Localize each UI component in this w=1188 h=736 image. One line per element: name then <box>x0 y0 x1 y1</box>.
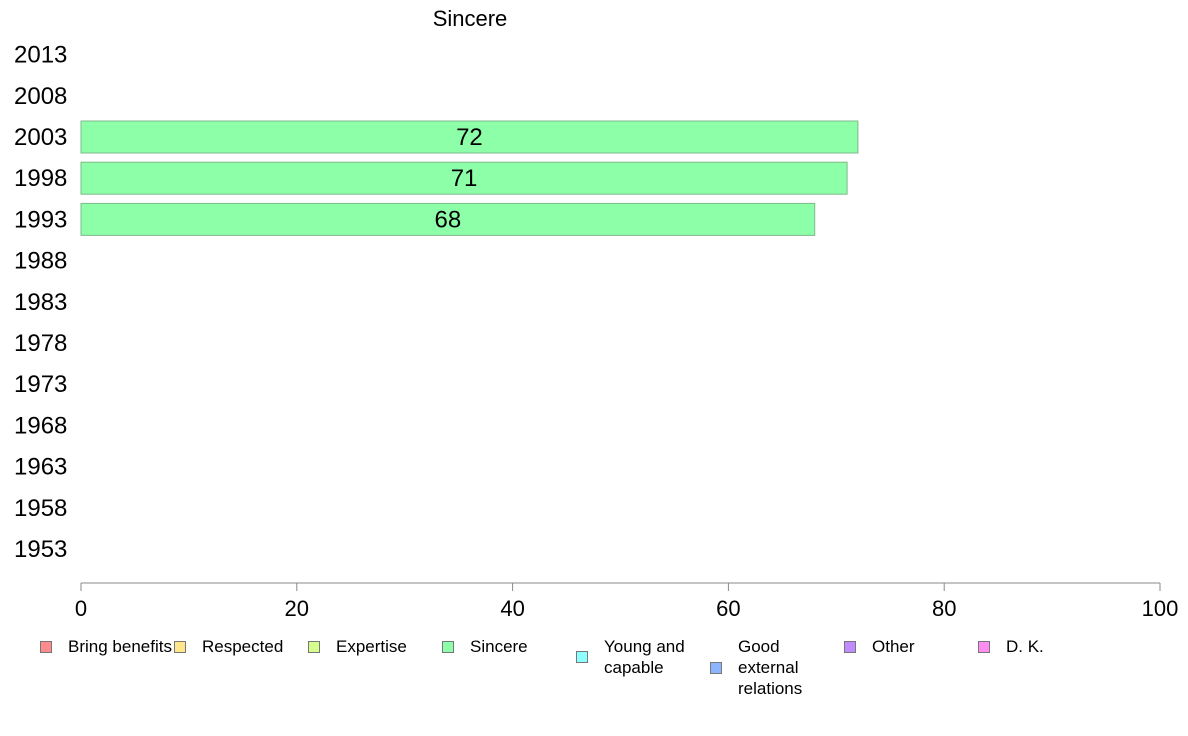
legend-swatch <box>844 640 856 653</box>
x-tick-label: 20 <box>285 596 309 620</box>
y-tick-label: 1988 <box>14 248 67 275</box>
legend-item-dk[interactable]: D. K. <box>978 636 1116 657</box>
legend-swatch <box>174 640 186 653</box>
legend-item-sincere[interactable]: Sincere <box>442 636 580 657</box>
y-tick-label: 1998 <box>14 165 67 192</box>
bar-data-label: 71 <box>451 165 478 192</box>
legend-item-young-and-capable[interactable]: Young and capable <box>576 636 714 678</box>
y-tick-label: 1968 <box>14 412 67 439</box>
legend-swatch <box>442 640 454 653</box>
legend-swatch <box>576 651 588 663</box>
legend-item-bring-benefits[interactable]: Bring benefits <box>40 636 178 657</box>
y-tick-label: 1978 <box>14 330 67 357</box>
bar <box>80 161 848 195</box>
legend-swatch <box>40 640 52 653</box>
legend-item-expertise[interactable]: Expertise <box>308 636 446 657</box>
bar-chart: 2013 2008 2003 72 1998 71 1993 68 1988 1983 1978 19… <box>14 42 1179 620</box>
y-tick-label: 2003 <box>14 124 67 151</box>
legend-item-good-external-relations[interactable]: Good external relations <box>710 636 818 699</box>
y-tick-label: 1993 <box>14 206 67 233</box>
y-tick-label: 1973 <box>14 371 67 398</box>
x-tick-label: 0 <box>75 596 87 620</box>
y-tick-label: 2008 <box>14 83 67 110</box>
bar <box>80 202 816 236</box>
legend-label: Sincere <box>470 637 528 656</box>
legend-label: Expertise <box>336 637 407 656</box>
legend-label: Respected <box>202 637 284 656</box>
bar-data-label: 68 <box>435 206 462 233</box>
legend-swatch <box>710 661 722 674</box>
legend: Bring benefits Respected Expertise Since… <box>0 628 1188 708</box>
legend-item-respected[interactable]: Respected <box>174 636 312 657</box>
legend-label: Bring benefits <box>68 637 172 656</box>
x-tick-label: 100 <box>1142 596 1179 620</box>
legend-label: Other <box>872 637 915 656</box>
y-tick-label: 1953 <box>14 536 67 563</box>
y-tick-label: 1983 <box>14 289 67 316</box>
legend-label: D. K. <box>1006 637 1044 656</box>
chart-title: Sincere <box>432 6 508 31</box>
x-tick-label: 60 <box>716 596 740 620</box>
y-tick-label: 1958 <box>14 495 67 522</box>
legend-swatch <box>978 640 990 653</box>
legend-swatch <box>308 640 320 653</box>
bar-data-label: 72 <box>456 124 483 151</box>
x-tick-label: 40 <box>500 596 524 620</box>
y-tick-label: 2013 <box>14 42 67 69</box>
bar <box>80 120 859 154</box>
legend-label: Good external relations <box>738 637 803 698</box>
legend-label: Young and capable <box>604 637 685 677</box>
legend-item-other[interactable]: Other <box>844 636 982 657</box>
y-tick-label: 1963 <box>14 454 67 481</box>
x-tick-label: 80 <box>932 596 956 620</box>
